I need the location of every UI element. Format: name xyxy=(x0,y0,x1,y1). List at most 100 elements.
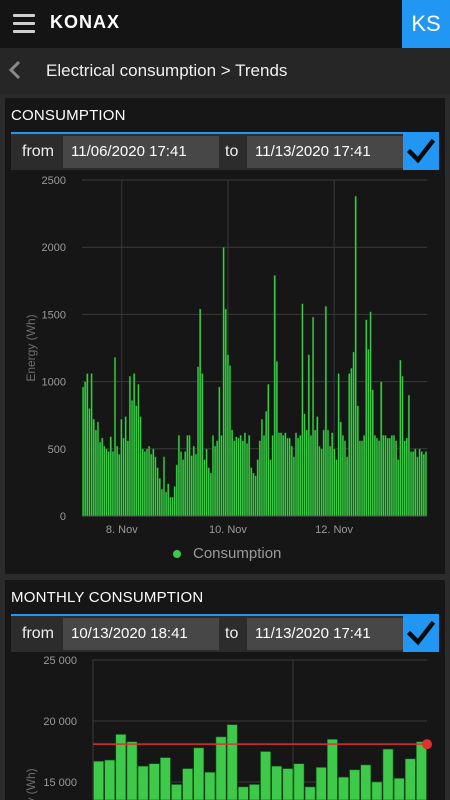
y-tick-label: 1500 xyxy=(42,309,66,321)
consumption-bar xyxy=(399,359,402,517)
user-avatar[interactable]: KS xyxy=(402,0,450,48)
consumption-bar xyxy=(179,451,183,517)
consumption-bar xyxy=(228,365,232,517)
consumption-bar xyxy=(88,408,91,517)
consumption-bar xyxy=(260,419,264,517)
consumption-bar xyxy=(86,373,89,517)
consumption-bar xyxy=(248,435,251,517)
consumption-bar xyxy=(335,459,338,517)
consumption-bar xyxy=(226,354,229,517)
consumption-bar xyxy=(250,467,253,517)
consumption-bar xyxy=(284,432,287,517)
consumption-bar xyxy=(407,394,410,517)
consumption-bar xyxy=(148,445,151,517)
consumption-bar xyxy=(154,456,157,517)
monthly-bar xyxy=(260,751,271,800)
from-date-field[interactable]: 10/13/2020 18:41 xyxy=(63,618,219,650)
monthly-chart-svg: 25 000 20 000 15 000 Energy (Wh) xyxy=(24,655,432,800)
apply-range-button[interactable] xyxy=(403,134,439,170)
x-tick-label: 8. Nov xyxy=(106,524,138,536)
consumption-bar xyxy=(220,435,223,517)
consumption-bar xyxy=(339,421,342,517)
consumption-bar xyxy=(111,451,114,517)
from-label: from xyxy=(22,143,54,160)
consumption-bar xyxy=(337,373,340,517)
chart-legend[interactable]: Consumption xyxy=(173,545,281,562)
consumption-bar xyxy=(350,367,353,517)
y-tick-label: 500 xyxy=(48,444,66,456)
from-date-field[interactable]: 11/06/2020 17:41 xyxy=(63,136,219,168)
consumption-bar xyxy=(273,275,276,517)
consumption-bar xyxy=(322,429,325,517)
y-tick-label: 0 xyxy=(60,511,66,523)
consumption-bar xyxy=(297,437,300,517)
monthly-bar xyxy=(304,786,316,800)
consumption-bar xyxy=(358,440,361,517)
consumption-bar xyxy=(346,456,349,517)
consumption-bar xyxy=(348,373,351,517)
panel-divider xyxy=(11,132,439,134)
consumption-bar xyxy=(156,467,159,517)
to-date-field[interactable]: 11/13/2020 17:41 xyxy=(247,136,403,168)
monthly-bar xyxy=(371,781,383,800)
consumption-bar xyxy=(318,445,321,517)
monthly-bar xyxy=(282,768,294,800)
consumption-bar xyxy=(194,453,198,517)
panel-divider xyxy=(11,614,439,616)
consumption-bar xyxy=(211,435,215,517)
monthly-bar xyxy=(237,786,249,800)
consumption-bar xyxy=(243,432,246,517)
consumption-bar xyxy=(199,308,202,517)
consumption-bar xyxy=(392,435,396,517)
consumption-bar xyxy=(92,419,95,517)
apply-range-button[interactable] xyxy=(403,616,439,652)
consumption-bar xyxy=(312,316,315,517)
top-bar: KONAX KS xyxy=(0,0,450,48)
consumption-bar xyxy=(96,421,100,517)
monthly-bar xyxy=(126,741,138,800)
consumption-bar xyxy=(214,445,217,517)
hamburger-menu-icon[interactable] xyxy=(13,14,35,34)
monthly-bar xyxy=(171,784,182,800)
consumption-bar xyxy=(254,475,257,517)
x-tick-label: 12. Nov xyxy=(315,524,353,536)
monthly-bar xyxy=(226,724,238,800)
consumption-bar xyxy=(314,429,317,517)
monthly-bar xyxy=(93,760,104,800)
monthly-bar xyxy=(160,757,171,800)
to-label: to xyxy=(225,625,239,642)
consumption-bar xyxy=(405,437,408,517)
legend-marker-icon xyxy=(173,549,181,558)
consumption-bar xyxy=(118,453,121,517)
y-tick-label: 25 000 xyxy=(43,655,77,667)
consumption-bar xyxy=(326,429,330,517)
to-date-field[interactable]: 11/13/2020 17:41 xyxy=(247,618,403,650)
panel-title: CONSUMPTION xyxy=(11,107,126,124)
consumption-bar xyxy=(352,351,355,517)
monthly-bar xyxy=(338,776,349,800)
consumption-bar xyxy=(205,448,208,517)
consumption-bar xyxy=(299,435,302,517)
monthly-bar xyxy=(393,778,405,800)
consumption-bar xyxy=(188,435,191,517)
back-chevron-icon[interactable] xyxy=(6,58,24,82)
consumption-bar xyxy=(256,459,259,517)
consumption-bar xyxy=(416,456,419,517)
consumption-bar xyxy=(265,410,268,517)
consumption-bar xyxy=(384,435,387,517)
y-tick-label: 15 000 xyxy=(43,777,77,789)
consumption-bar xyxy=(365,319,368,517)
consumption-bar xyxy=(375,437,379,517)
consumption-bar xyxy=(173,486,176,517)
consumption-bar xyxy=(124,416,127,517)
y-tick-label: 2000 xyxy=(42,242,66,254)
monthly-consumption-chart: 25 000 20 000 15 000 Energy (Wh) xyxy=(5,652,445,800)
consumption-bar xyxy=(109,436,112,517)
consumption-bar xyxy=(403,440,406,517)
consumption-bar xyxy=(90,373,93,517)
consumption-bar xyxy=(275,361,278,517)
date-range-row: from 11/06/2020 17:41 to 11/13/2020 17:4… xyxy=(11,134,439,170)
consumption-bar xyxy=(369,311,372,517)
consumption-bar xyxy=(141,448,144,517)
consumption-bar xyxy=(120,419,123,517)
